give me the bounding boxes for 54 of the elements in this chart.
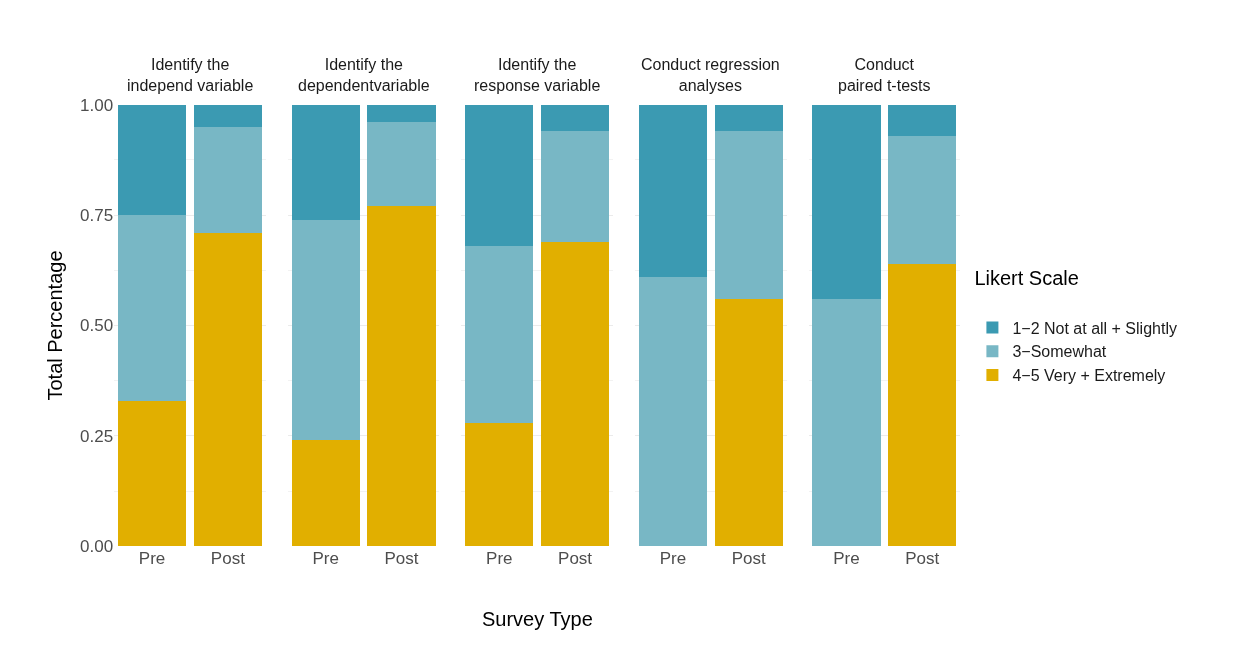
legend-title: Likert Scale bbox=[974, 266, 1079, 289]
chart-title: Conduct regression analyses bbox=[641, 56, 780, 94]
bar bbox=[888, 135, 957, 264]
x-tick-label: Pre bbox=[486, 549, 513, 569]
bar bbox=[540, 104, 610, 132]
y-tick-label: 0.50 bbox=[80, 316, 114, 336]
bar bbox=[714, 299, 783, 547]
bar bbox=[291, 104, 360, 220]
bar bbox=[118, 104, 187, 216]
bar bbox=[714, 104, 783, 132]
bar bbox=[714, 131, 783, 300]
chart-title: Identify the dependentvariable bbox=[298, 56, 430, 94]
bar bbox=[465, 246, 534, 423]
bar bbox=[888, 263, 957, 547]
y-tick-label: 0.00 bbox=[80, 537, 114, 557]
bar bbox=[638, 276, 707, 547]
bar bbox=[812, 299, 881, 547]
chart-title: Identify the response variable bbox=[474, 56, 601, 94]
y-axis-title: Total Percentage bbox=[43, 250, 66, 401]
bar bbox=[118, 400, 187, 547]
bar bbox=[193, 232, 262, 547]
bar bbox=[118, 215, 187, 401]
bar bbox=[540, 131, 610, 242]
bar bbox=[367, 104, 436, 123]
x-tick-label: Pre bbox=[138, 549, 166, 569]
x-tick-label: Post bbox=[731, 549, 766, 569]
bar bbox=[540, 241, 610, 547]
x-tick-label: Pre bbox=[833, 549, 860, 569]
y-tick-label: 1.00 bbox=[80, 95, 114, 115]
bar bbox=[638, 104, 707, 277]
chart-title: Conduct paired t-tests bbox=[838, 56, 931, 94]
chart-title: Identify the independ variable bbox=[127, 56, 254, 94]
bar bbox=[193, 104, 262, 127]
x-axis-title: Survey Type bbox=[482, 608, 593, 630]
x-tick-label: Pre bbox=[312, 549, 339, 569]
x-tick-label: Post bbox=[210, 549, 246, 569]
legend-label: 4−5 Very + Extremely bbox=[1012, 367, 1166, 385]
x-tick-label: Post bbox=[384, 549, 419, 569]
x-tick-label: Pre bbox=[659, 549, 687, 569]
x-tick-label: Post bbox=[558, 549, 593, 569]
legend-label: 3−Somewhat bbox=[1012, 343, 1107, 361]
y-tick-label: 0.25 bbox=[80, 426, 114, 446]
bar bbox=[465, 104, 534, 247]
bar bbox=[291, 440, 360, 547]
y-tick-label: 0.75 bbox=[80, 206, 114, 226]
bar bbox=[367, 122, 436, 207]
bar bbox=[888, 104, 957, 136]
legend-label: 1−2 Not at all + Slightly bbox=[1012, 319, 1177, 337]
bar bbox=[812, 104, 881, 300]
bar bbox=[193, 126, 262, 233]
x-tick-label: Post bbox=[905, 549, 940, 569]
bar bbox=[465, 422, 534, 547]
bar bbox=[367, 206, 436, 547]
bar bbox=[291, 219, 360, 441]
